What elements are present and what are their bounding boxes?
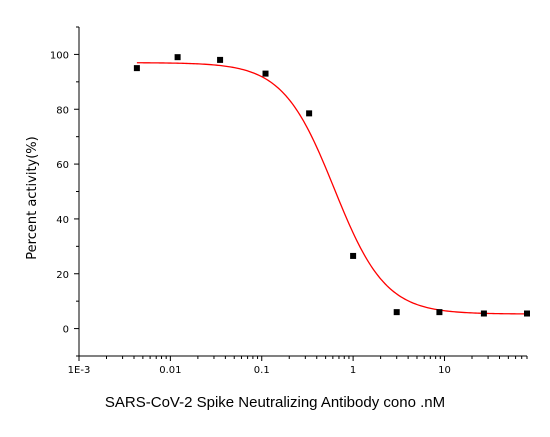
data-point	[306, 110, 313, 117]
x-tick-label: 1	[350, 365, 356, 376]
data-point	[350, 252, 357, 259]
y-tick-label: 80	[56, 105, 69, 116]
data-point	[174, 54, 181, 61]
x-tick-label: 1E-3	[68, 365, 91, 376]
data-point	[480, 310, 487, 317]
y-tick-label: 40	[56, 215, 69, 226]
data-point	[133, 65, 140, 72]
x-tick-label: 0.01	[159, 365, 181, 376]
y-tick-label: 0	[63, 325, 69, 336]
data-points	[133, 54, 530, 317]
x-tick-label: 0.1	[254, 365, 270, 376]
dose-response-chart: 0 20 40 60 80 100 1E-3 0.01 0.1 1 10 Percent activ…	[25, 26, 530, 376]
y-tick-label: 100	[50, 50, 69, 61]
y-tick-label: 60	[56, 160, 69, 171]
fit-curve-group	[136, 62, 528, 315]
x-axis-title: SARS-CoV-2 Spike Neutralizing Antibody c…	[104, 394, 446, 411]
data-point	[524, 310, 530, 317]
y-tick-label: 20	[56, 270, 69, 281]
y-axis-title: Percent activity(%)	[25, 136, 40, 259]
x-tick-label: 10	[438, 365, 451, 376]
fit-curve	[136, 62, 528, 315]
data-point	[217, 56, 224, 63]
data-point	[262, 70, 269, 77]
axes: 0 20 40 60 80 100 1E-3 0.01 0.1 1 10	[50, 26, 528, 376]
data-point	[393, 309, 400, 316]
data-point	[436, 309, 443, 316]
